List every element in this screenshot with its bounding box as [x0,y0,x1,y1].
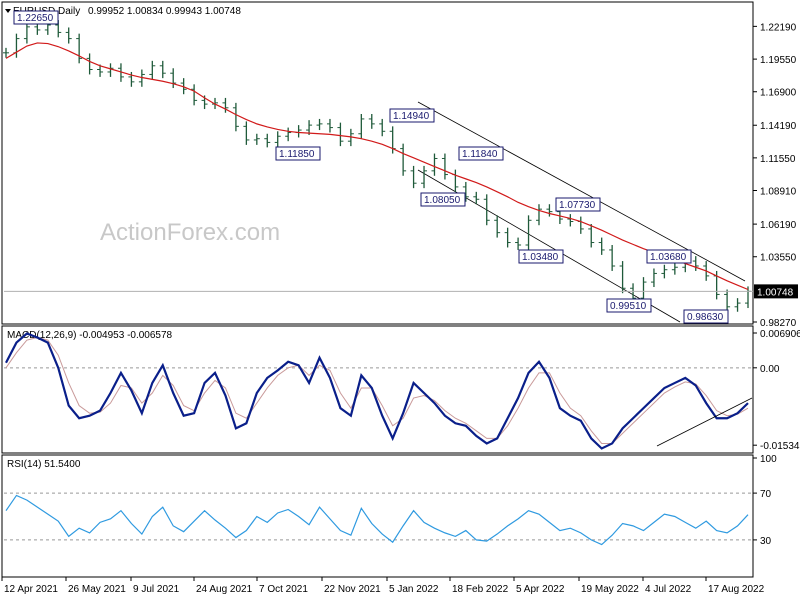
trend-channel [417,101,746,323]
price-annotation-box [646,249,692,264]
macd-trend-line [656,397,753,447]
current-price-tag [754,284,798,299]
macd-tick-label: 0.006906 [760,329,800,340]
price-annotation-box [13,10,59,25]
moving-average-series [5,42,749,291]
x-tick-label: 17 Aug 2022 [708,584,765,595]
price-annotation: 1.22650 [17,13,54,24]
macd-signal-line [5,337,749,444]
channel-upper-line [417,101,746,282]
price-tick-label: 1.14190 [760,121,797,132]
price-panel-frame [1,1,754,325]
x-tick-label: 22 Nov 2021 [324,584,381,595]
macd-tick-label: -0.015348 [760,441,800,452]
price-tick-label: 1.19550 [760,55,797,66]
x-tick-label: 19 May 2022 [581,584,639,595]
price-annotation-box [420,192,466,207]
x-tick-label: 12 Apr 2021 [4,584,58,595]
moving-average-line [5,42,749,291]
price-annotation-box [606,298,652,313]
macd-series [5,332,753,450]
price-annotation: 0.98630 [687,312,724,323]
price-y-axis: 1.22190 1.19550 1.16900 1.14190 1.11550 1.089… [753,22,797,329]
rsi-tick-label: 30 [760,536,772,547]
price-annotation: 1.11840 [462,149,498,160]
price-annotation-box [518,249,564,264]
rsi-tick-label: 70 [760,489,772,500]
x-tick-label: 26 May 2021 [68,584,126,595]
x-tick-label: 7 Oct 2021 [259,584,308,595]
price-tick-label: 1.08910 [760,186,797,197]
rsi-series [5,494,749,546]
price-annotation: 1.08050 [424,195,461,206]
rsi-panel-frame [1,454,754,578]
dropdown-arrow-icon[interactable] [5,9,11,13]
current-price-label: 1.00748 [757,287,794,298]
x-tick-label: 5 Jan 2022 [389,584,439,595]
price-tick-label: 1.06190 [760,220,797,231]
price-annotation: 1.14940 [393,111,430,122]
price-annotation-box [555,197,601,212]
macd-panel-frame [1,325,754,454]
ohlc-readout: 0.99952 1.00834 0.99943 1.00748 [88,6,241,17]
price-annotation: 1.03680 [650,252,687,263]
x-tick-label: 4 Jul 2022 [645,584,692,595]
price-annotation-box [683,309,729,324]
macd-y-axis: 0.006906 0.00 -0.015348 [4,329,800,452]
price-annotations: 1.22650 1.11850 1.14940 1.11840 1.08050 1.077… [13,10,729,324]
x-tick-label: 5 Apr 2022 [516,584,565,595]
x-axis: 12 Apr 2021 26 May 2021 9 Jul 2021 24 Aug 2… [1,577,765,595]
price-annotation-box [389,108,435,123]
price-annotation-box [458,146,504,161]
watermark: ActionForex.com [100,219,280,246]
rsi-title: RSI(14) 51.5400 [7,459,81,470]
macd-title: MACD(12,26,9) -0.004953 -0.006578 [7,330,173,341]
rsi-line [5,494,749,546]
price-annotation: 1.07730 [559,200,596,211]
x-tick-label: 9 Jul 2021 [133,584,180,595]
rsi-tick-label: 100 [760,454,777,465]
price-annotation: 0.99510 [610,301,647,312]
current-price-marker: 1.00748 [4,284,798,299]
x-tick-label: 18 Feb 2022 [452,584,509,595]
price-tick-label: 1.11550 [760,154,796,165]
price-tick-label: 1.22190 [760,22,797,33]
price-tick-label: 1.03550 [760,253,797,264]
rsi-y-axis: 100 70 30 [4,454,777,547]
price-tick-label: 0.98270 [760,318,797,329]
price-tick-label: 1.16900 [760,88,797,99]
macd-main-line [5,332,749,450]
x-tick-label: 24 Aug 2021 [196,584,253,595]
price-series [3,20,751,312]
price-annotation: 1.11850 [279,149,315,160]
macd-tick-label: 0.00 [760,364,780,375]
price-annotation-box [275,146,321,161]
price-annotation: 1.03480 [522,252,559,263]
